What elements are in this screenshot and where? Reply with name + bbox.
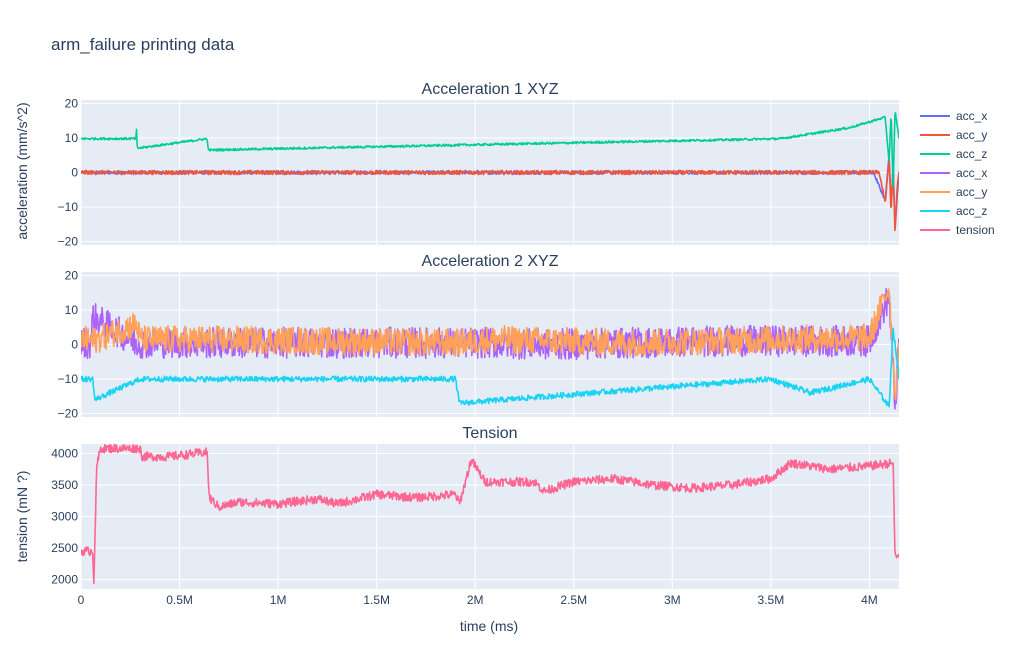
legend-item[interactable]: acc_z xyxy=(920,147,987,161)
subplot-title: Acceleration 2 XYZ xyxy=(422,253,559,270)
y-tick-label: 0 xyxy=(71,166,78,180)
series-line-acc_y xyxy=(81,288,899,401)
y-tick-label: 10 xyxy=(65,303,79,317)
y-tick-label: −10 xyxy=(58,372,79,386)
legend-item[interactable]: acc_y xyxy=(920,128,987,142)
y-tick-label: −20 xyxy=(58,235,79,249)
y-tick-label: −20 xyxy=(58,407,79,421)
subplots: −20 −10 0 10 20 Acceleration 1 XYZ acceleratio… xyxy=(14,81,899,607)
legend-item[interactable]: tension xyxy=(920,223,995,237)
x-tick-label: 0 xyxy=(78,593,85,607)
y-tick-label: 2000 xyxy=(51,573,78,587)
legend-item[interactable]: acc_x xyxy=(920,109,987,123)
legend-label: tension xyxy=(956,223,995,237)
y-tick-label: 4000 xyxy=(51,446,78,460)
y-tick-label: −10 xyxy=(58,200,79,214)
series-line-acc_z xyxy=(81,112,899,187)
x-tick-label: 3.5M xyxy=(758,593,785,607)
x-tick-label: 0.5M xyxy=(166,593,193,607)
y-tick-label: 0 xyxy=(71,338,78,352)
series-line-acc_z xyxy=(81,327,899,408)
y-axis-title: tension (mN ?) xyxy=(14,471,30,563)
legend-label: acc_z xyxy=(956,204,987,218)
legend-label: acc_y xyxy=(956,185,987,199)
y-tick-label: 20 xyxy=(65,96,79,110)
subplot-3: 2000 2500 3000 3500 4000 Tension tension (mN ?… xyxy=(14,425,899,589)
series-line-tension xyxy=(81,444,899,585)
legend-item[interactable]: acc_x xyxy=(920,166,987,180)
y-tick-label: 2500 xyxy=(51,541,78,555)
x-tick-label: 4M xyxy=(861,593,878,607)
subplot-1: −20 −10 0 10 20 Acceleration 1 XYZ acceleratio… xyxy=(14,81,899,249)
subplot-title: Acceleration 1 XYZ xyxy=(422,81,559,98)
legend-label: acc_z xyxy=(956,147,987,161)
x-tick-label: 2M xyxy=(467,593,484,607)
x-tick-label: 2.5M xyxy=(560,593,587,607)
legend-label: acc_x xyxy=(956,109,987,123)
y-axis-title: acceleration (mm/s^2) xyxy=(14,102,30,239)
subplot-2: −20 −10 0 10 20 Acceleration 2 XYZ xyxy=(58,253,899,421)
series-line-acc_y xyxy=(81,158,899,232)
y-tick-label: 10 xyxy=(65,131,79,145)
chart-title: arm_failure printing data xyxy=(51,35,235,54)
x-tick-label: 1.5M xyxy=(363,593,390,607)
x-tick-label: 3M xyxy=(664,593,681,607)
y-tick-label: 20 xyxy=(65,268,79,282)
y-tick-label: 3500 xyxy=(51,478,78,492)
x-tick-label: 1M xyxy=(270,593,287,607)
subplot-title: Tension xyxy=(462,425,517,442)
y-tick-label: 3000 xyxy=(51,510,78,524)
x-axis: 0 0.5M 1M 1.5M 2M 2.5M 3M 3.5M 4M xyxy=(78,593,878,607)
legend-item[interactable]: acc_z xyxy=(920,204,987,218)
legend-label: acc_x xyxy=(956,166,987,180)
legend-label: acc_y xyxy=(956,128,987,142)
x-axis-title: time (ms) xyxy=(460,618,518,634)
legend-item[interactable]: acc_y xyxy=(920,185,987,199)
